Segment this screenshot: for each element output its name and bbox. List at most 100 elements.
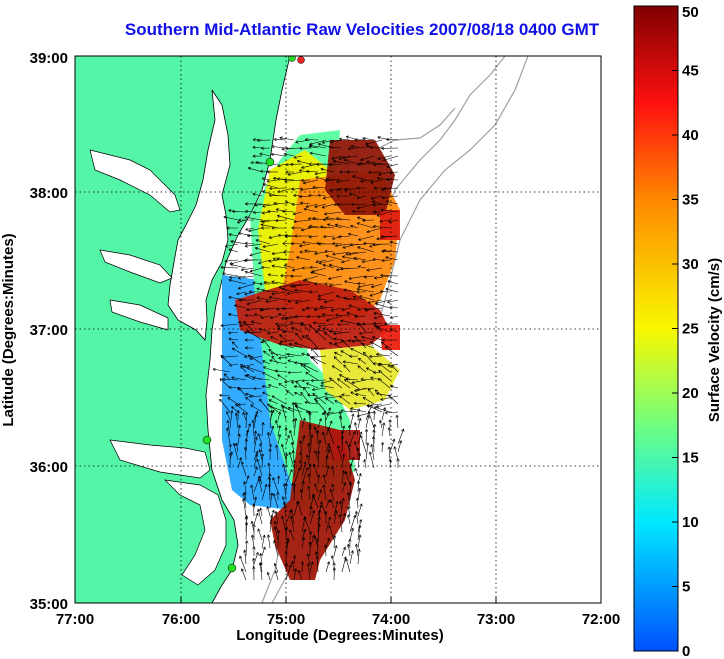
velocity-vector	[235, 442, 239, 453]
velocity-vector	[335, 313, 351, 317]
velocity-vector	[253, 466, 258, 477]
velocity-vector	[320, 379, 335, 385]
x-tick-label: 77:00	[56, 611, 94, 628]
velocity-vector	[352, 175, 367, 181]
colorbar-tick-label: 10	[682, 514, 699, 531]
velocity-vector	[337, 322, 351, 326]
velocity-vector	[267, 403, 279, 413]
velocity-vector	[235, 403, 247, 413]
velocity-vector	[269, 514, 274, 533]
velocity-vector	[278, 383, 287, 389]
velocity-vector	[248, 394, 263, 398]
velocity-vector	[244, 258, 263, 262]
velocity-vector	[299, 451, 303, 461]
velocity-vector	[269, 492, 274, 509]
velocity-vector	[226, 427, 231, 445]
velocity-vector	[322, 263, 335, 269]
velocity-vector	[249, 251, 263, 257]
y-axis-label: Latitude (Degrees:Minutes)	[0, 233, 17, 426]
velocity-vector	[291, 327, 303, 333]
velocity-vector	[381, 338, 399, 342]
velocity-vector	[230, 240, 247, 245]
velocity-vector	[284, 562, 289, 573]
velocity-vector	[244, 209, 255, 214]
velocity-vector	[302, 179, 319, 185]
bay-inlet	[89, 149, 181, 213]
velocity-vector	[309, 506, 313, 517]
velocity-vector	[317, 193, 327, 197]
velocity-vector	[317, 242, 334, 246]
velocity-vector	[325, 516, 332, 533]
velocity-vector	[354, 314, 367, 319]
velocity-vector	[258, 562, 263, 581]
velocity-vector	[268, 193, 287, 198]
velocity-vector	[325, 407, 332, 421]
velocity-vector	[305, 382, 319, 389]
velocity-vector	[372, 203, 391, 207]
velocity-vector	[354, 335, 367, 349]
velocity-vector	[256, 296, 271, 301]
velocity-vector	[273, 526, 279, 541]
velocity-vector	[370, 376, 383, 381]
velocity-vector	[268, 259, 279, 263]
velocity-vector	[236, 291, 247, 296]
velocity-vector	[242, 498, 247, 517]
velocity-vector	[290, 509, 295, 525]
velocity-vector	[356, 287, 375, 293]
velocity-vector	[293, 568, 298, 581]
velocity-vector	[263, 280, 279, 285]
velocity-vector	[317, 509, 322, 525]
velocity-vector	[320, 225, 335, 229]
velocity-vector	[306, 315, 319, 319]
velocity-vector	[366, 227, 383, 234]
velocity-vector	[329, 377, 343, 389]
velocity-vector	[279, 334, 287, 341]
velocity-vector	[262, 391, 271, 397]
velocity-vector	[361, 335, 375, 341]
velocity-vector	[275, 444, 279, 461]
velocity-vector	[310, 271, 327, 277]
velocity-vector	[357, 524, 362, 541]
velocity-vector	[300, 363, 311, 373]
velocity-vector	[227, 397, 239, 405]
velocity-vector	[315, 399, 327, 413]
station-marker	[202, 435, 212, 445]
velocity-vector	[380, 208, 399, 213]
velocity-vector	[317, 418, 322, 429]
velocity-vector	[314, 450, 319, 461]
velocity-vector	[321, 431, 327, 445]
colorbar-label: Surface Velocity (cm/s)	[706, 258, 723, 422]
velocity-vector	[344, 187, 359, 192]
velocity-vector	[325, 443, 330, 453]
velocity-vector	[382, 155, 399, 162]
velocity-vector	[356, 222, 375, 229]
velocity-vector	[244, 215, 263, 221]
velocity-vector	[280, 443, 287, 461]
velocity-vector	[333, 510, 338, 525]
velocity-vector	[376, 352, 391, 357]
velocity-vector	[329, 139, 343, 144]
velocity-vector	[246, 307, 263, 312]
velocity-vector	[325, 499, 330, 509]
velocity-vector	[303, 207, 319, 213]
velocity-vector	[268, 235, 279, 239]
velocity-vector	[341, 497, 345, 509]
velocity-vector	[314, 282, 327, 286]
colorbar-tick-label: 45	[682, 63, 699, 80]
velocity-vector	[253, 413, 258, 429]
velocity-vector	[258, 449, 263, 461]
albemarle-sound	[109, 439, 211, 479]
colorbar-tick-label: 5	[682, 579, 690, 596]
velocity-vector	[377, 378, 391, 389]
velocity-vector	[349, 527, 354, 541]
velocity-vector	[320, 501, 327, 517]
velocity-vector	[306, 563, 311, 581]
velocity-vector	[336, 194, 350, 198]
velocity-vector	[299, 146, 311, 150]
velocity-vector	[261, 265, 271, 270]
velocity-vector	[344, 379, 359, 389]
velocity-vector	[372, 436, 376, 453]
velocity-vector	[223, 215, 239, 221]
velocity-vector	[236, 219, 247, 224]
